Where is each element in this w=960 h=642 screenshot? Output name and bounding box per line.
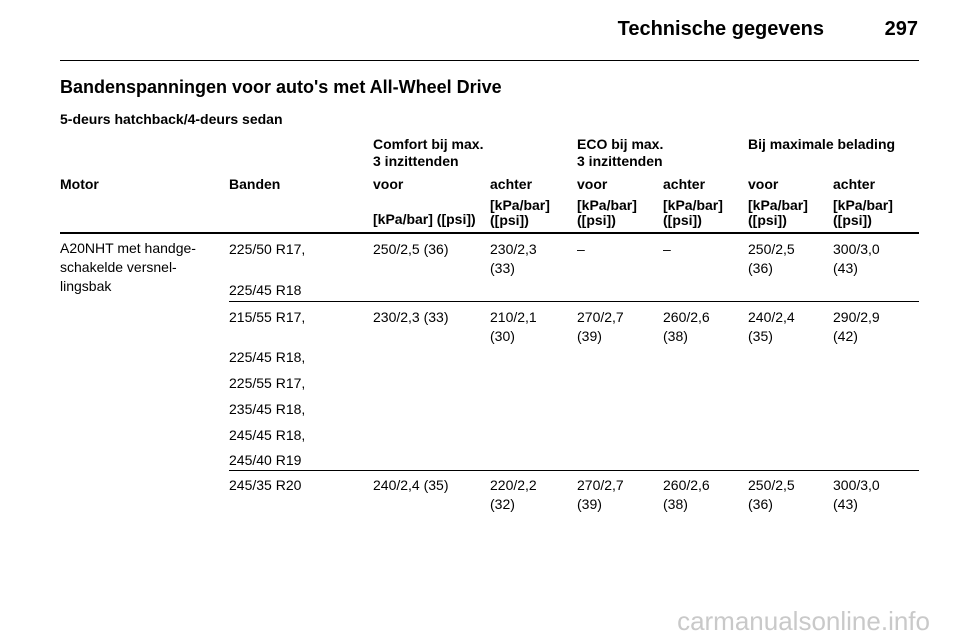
pressure-value: 290/2,9 (42): [833, 309, 880, 344]
motor-cell: A20NHT met handge- schakelde versnel- li…: [60, 240, 196, 294]
group-header-comfort: Comfort bij max. 3 inzittenden: [373, 136, 484, 169]
unit-label: [kPa/bar] ([psi]): [748, 197, 808, 228]
pressure-value: 300/3,0 (43): [833, 477, 880, 512]
page-header-title: Technische gegevens: [617, 18, 824, 40]
pressure-value: 210/2,1 (30): [490, 309, 537, 344]
group-header-eco: ECO bij max. 3 inzittenden: [577, 136, 664, 169]
tyre-size: 245/45 R18,: [229, 427, 306, 443]
tyre-size: 235/45 R18,: [229, 401, 306, 417]
tyre-size: 225/50 R17,: [229, 241, 306, 257]
pressure-value: 270/2,7 (39): [577, 477, 624, 512]
table-header-divider: [60, 232, 919, 234]
pressure-value: 260/2,6 (38): [663, 477, 710, 512]
group-header-max-load: Bij maximale belading: [748, 136, 896, 152]
column-header-eco-front: voor: [577, 176, 608, 192]
unit-label: [kPa/bar] ([psi]): [577, 197, 637, 228]
header-divider: [60, 60, 919, 61]
tyre-size: 245/40 R19: [229, 452, 302, 468]
column-header-comfort-rear: achter: [490, 176, 533, 192]
column-header-comfort-front: voor: [373, 176, 404, 192]
pressure-value: 250/2,5 (36): [748, 477, 795, 512]
tyre-size: 245/35 R20: [229, 477, 302, 493]
pressure-value: 240/2,4 (35): [373, 477, 449, 493]
pressure-value: 230/2,3 (33): [373, 309, 449, 325]
page-number: 297: [884, 18, 918, 40]
unit-label: [kPa/bar] ([psi]): [490, 197, 550, 228]
pressure-value: –: [577, 241, 585, 257]
table-subtitle: 5-deurs hatchback/4-deurs sedan: [60, 111, 283, 127]
column-header-motor: Motor: [60, 176, 99, 192]
tyre-size: 225/55 R17,: [229, 375, 306, 391]
pressure-value: 300/3,0 (43): [833, 241, 880, 276]
pressure-value: 240/2,4 (35): [748, 309, 795, 344]
unit-label: [kPa/bar] ([psi]): [663, 197, 723, 228]
column-header-max-rear: achter: [833, 176, 876, 192]
tyre-size: 225/45 R18,: [229, 349, 306, 365]
unit-label: [kPa/bar] ([psi]): [833, 197, 893, 228]
column-header-eco-rear: achter: [663, 176, 706, 192]
pressure-value: –: [663, 241, 671, 257]
pressure-value: 230/2,3 (33): [490, 241, 537, 276]
unit-label: [kPa/bar] ([psi]): [373, 211, 476, 227]
row-divider: [229, 301, 919, 302]
pressure-value: 220/2,2 (32): [490, 477, 537, 512]
pressure-value: 250/2,5 (36): [748, 241, 795, 276]
pressure-value: 250/2,5 (36): [373, 241, 449, 257]
watermark-text: carmanualsonline.info: [677, 606, 930, 636]
pressure-value: 260/2,6 (38): [663, 309, 710, 344]
tyre-size: 225/45 R18: [229, 282, 302, 298]
row-divider: [229, 470, 919, 471]
pressure-value: 270/2,7 (39): [577, 309, 624, 344]
column-header-max-front: voor: [748, 176, 779, 192]
column-header-banden: Banden: [229, 176, 281, 192]
tyre-size: 215/55 R17,: [229, 309, 306, 325]
section-title: Bandenspanningen voor auto's met All-Whe…: [60, 77, 502, 97]
